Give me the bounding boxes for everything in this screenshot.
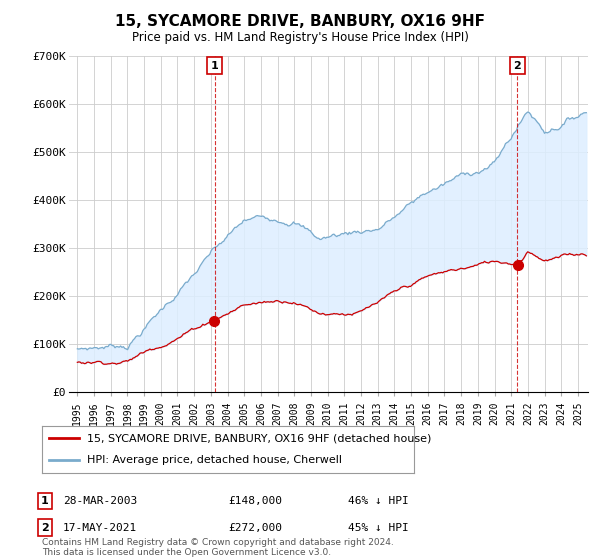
Text: £148,000: £148,000 bbox=[228, 496, 282, 506]
Text: 1: 1 bbox=[211, 60, 218, 71]
Text: 1: 1 bbox=[41, 496, 49, 506]
Text: 2: 2 bbox=[41, 522, 49, 533]
Text: 15, SYCAMORE DRIVE, BANBURY, OX16 9HF: 15, SYCAMORE DRIVE, BANBURY, OX16 9HF bbox=[115, 14, 485, 29]
Text: £272,000: £272,000 bbox=[228, 522, 282, 533]
Text: 45% ↓ HPI: 45% ↓ HPI bbox=[348, 522, 409, 533]
Text: 2: 2 bbox=[514, 60, 521, 71]
Text: Price paid vs. HM Land Registry's House Price Index (HPI): Price paid vs. HM Land Registry's House … bbox=[131, 31, 469, 44]
Text: 15, SYCAMORE DRIVE, BANBURY, OX16 9HF (detached house): 15, SYCAMORE DRIVE, BANBURY, OX16 9HF (d… bbox=[86, 433, 431, 444]
Text: HPI: Average price, detached house, Cherwell: HPI: Average price, detached house, Cher… bbox=[86, 455, 341, 465]
Text: 28-MAR-2003: 28-MAR-2003 bbox=[63, 496, 137, 506]
Text: Contains HM Land Registry data © Crown copyright and database right 2024.
This d: Contains HM Land Registry data © Crown c… bbox=[42, 538, 394, 557]
Text: 17-MAY-2021: 17-MAY-2021 bbox=[63, 522, 137, 533]
Text: 46% ↓ HPI: 46% ↓ HPI bbox=[348, 496, 409, 506]
